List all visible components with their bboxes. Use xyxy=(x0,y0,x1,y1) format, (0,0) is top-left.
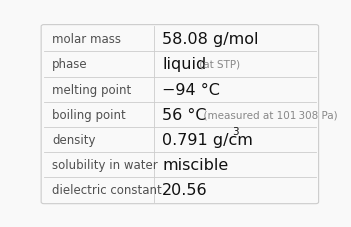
Text: liquid: liquid xyxy=(162,57,206,72)
Text: 0.791 g/cm: 0.791 g/cm xyxy=(162,132,253,147)
Text: 58.08 g/mol: 58.08 g/mol xyxy=(162,32,259,47)
Text: density: density xyxy=(52,133,95,146)
Text: boiling point: boiling point xyxy=(52,108,126,121)
Text: miscible: miscible xyxy=(162,157,229,172)
Text: (measured at 101 308 Pa): (measured at 101 308 Pa) xyxy=(197,110,337,120)
Text: molar mass: molar mass xyxy=(52,33,121,46)
Text: phase: phase xyxy=(52,58,88,71)
Text: 20.56: 20.56 xyxy=(162,182,208,197)
Text: 3: 3 xyxy=(233,126,239,136)
Text: −94 °C: −94 °C xyxy=(162,82,220,97)
Text: solubility in water: solubility in water xyxy=(52,158,158,171)
Text: dielectric constant: dielectric constant xyxy=(52,183,162,196)
FancyBboxPatch shape xyxy=(41,25,319,204)
Text: melting point: melting point xyxy=(52,83,131,96)
Text: (at STP): (at STP) xyxy=(197,60,241,70)
Text: 56 °C: 56 °C xyxy=(162,107,207,122)
